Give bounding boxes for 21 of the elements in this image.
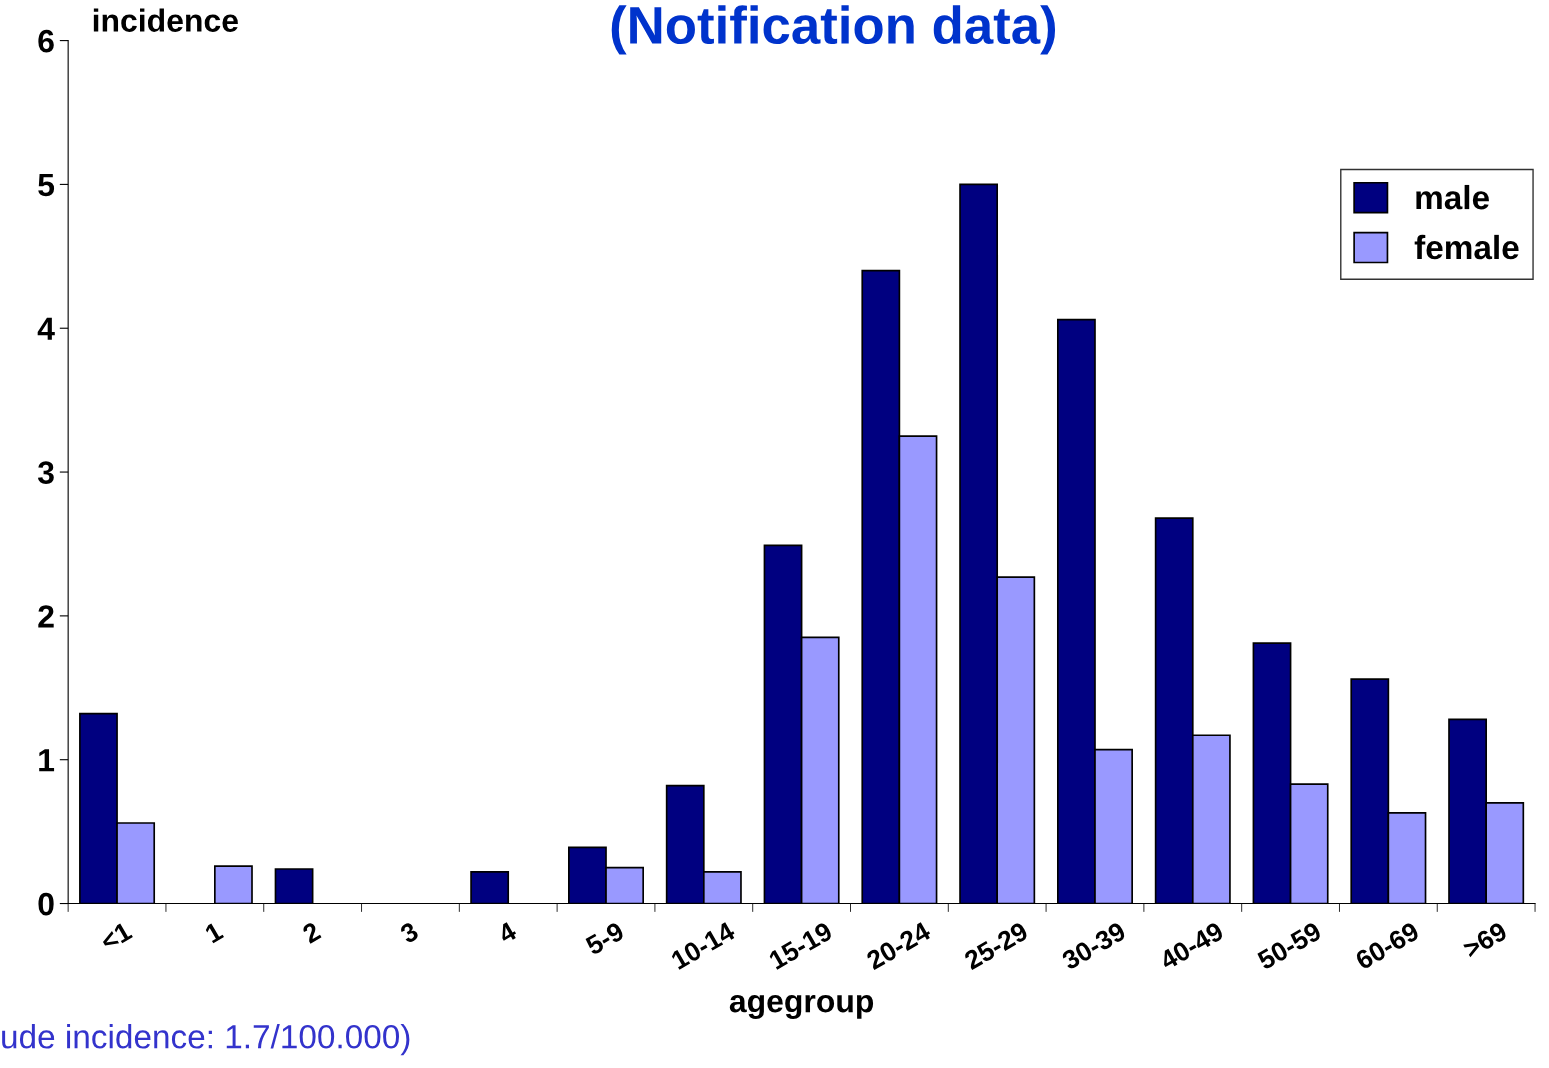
y-tick-label: 6 [38, 29, 54, 53]
legend-label: female [1414, 234, 1519, 260]
y-axis-title: incidence [93, 8, 238, 32]
y-tick-label: 3 [37, 461, 54, 484]
y-tick-label: 5 [38, 174, 55, 197]
x-axis-title: agegroup [729, 994, 874, 1019]
chart-title: (Notification data) [611, 5, 1056, 55]
y-tick-label: 0 [38, 892, 54, 916]
x-tick-label: 5-9 [584, 921, 626, 956]
x-tick-label: 2 [301, 921, 322, 944]
text: ude incidence: 1.7/100.000) [2, 1024, 410, 1056]
y-tick-label: 1 [39, 749, 55, 772]
x-tick-label: 1 [204, 921, 224, 944]
x-tick-label: 3 [398, 921, 420, 945]
x-tick-label: <1 [99, 921, 133, 952]
y-tick-label: 4 [37, 317, 55, 340]
x-tick-label: 40-49 [1158, 921, 1225, 971]
y-tick-label: 2 [38, 605, 54, 628]
x-tick-label: 4 [496, 921, 518, 944]
legend-label: male [1416, 184, 1489, 210]
x-tick-label: >69 [1461, 921, 1509, 959]
